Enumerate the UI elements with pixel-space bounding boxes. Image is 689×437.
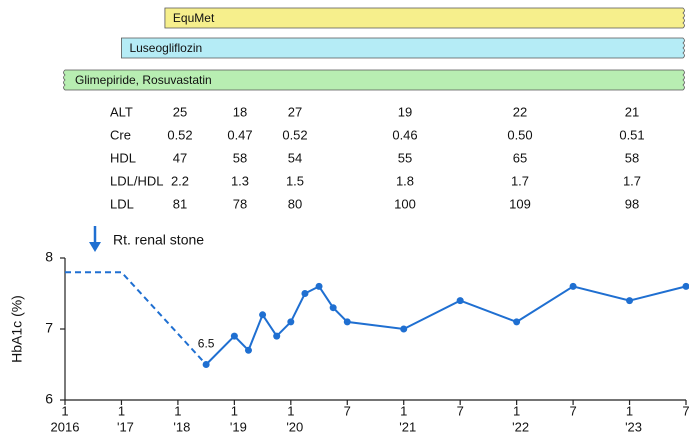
- point: [230, 332, 238, 340]
- annotation-arrowhead: [89, 242, 101, 252]
- lab-value: 27: [288, 104, 302, 119]
- drug-bar: [121, 37, 685, 59]
- lab-label: ALT: [110, 104, 133, 119]
- drug-label: Glimepiride, Rosuvastatin: [75, 73, 212, 87]
- point: [626, 297, 634, 305]
- lab-label: LDL/HDL: [110, 173, 163, 188]
- point: [259, 311, 267, 319]
- line: [65, 271, 207, 366]
- drug-label: Luseogliflozin: [129, 41, 202, 55]
- lab-value: 0.52: [282, 127, 307, 142]
- lab-value: 47: [173, 150, 187, 165]
- point: [456, 297, 464, 305]
- x-year-label: '22: [512, 419, 529, 434]
- x-tick-label: 1: [174, 403, 181, 418]
- x-tick-label: 1: [287, 403, 294, 418]
- lab-value: 19: [398, 104, 412, 119]
- lab-value: 1.7: [511, 173, 529, 188]
- point: [315, 282, 323, 290]
- lab-label: Cre: [110, 127, 131, 142]
- x-tick-label: 1: [118, 403, 125, 418]
- lab-value: 1.8: [396, 173, 414, 188]
- point: [329, 304, 337, 312]
- x-tick-label: 7: [682, 403, 689, 418]
- lab-value: 58: [625, 150, 639, 165]
- x-year-label: 2016: [51, 419, 80, 434]
- lab-value: 0.51: [619, 127, 644, 142]
- lab-value: 109: [509, 196, 531, 211]
- drug-label: EquMet: [173, 11, 215, 25]
- lab-value: 55: [398, 150, 412, 165]
- x-year-label: '21: [399, 419, 416, 434]
- x-year-label: '17: [117, 419, 134, 434]
- lab-value: 78: [233, 196, 247, 211]
- lab-value: 65: [513, 150, 527, 165]
- lab-value: 81: [173, 196, 187, 211]
- lab-value: 80: [288, 196, 302, 211]
- lab-value: 0.50: [507, 127, 532, 142]
- x-tick-label: 7: [344, 403, 351, 418]
- point: [343, 318, 351, 326]
- lab-label: LDL: [110, 196, 134, 211]
- lab-value: 0.47: [227, 127, 252, 142]
- lab-value: 0.52: [167, 127, 192, 142]
- point: [513, 318, 521, 326]
- y-tick-label: 6: [45, 391, 53, 407]
- x-tick-label: 1: [61, 403, 68, 418]
- drug-bar: [164, 7, 685, 29]
- x-year-label: '23: [625, 419, 642, 434]
- point: [287, 318, 295, 326]
- lab-value: 1.7: [623, 173, 641, 188]
- x-tick-label: 1: [626, 403, 633, 418]
- annotation: Rt. renal stone: [113, 232, 204, 248]
- x-year-label: '20: [286, 419, 303, 434]
- lab-label: HDL: [110, 150, 136, 165]
- y-axis-label: HbA1c (%): [9, 295, 25, 363]
- point: [202, 361, 210, 368]
- x-tick-label: 7: [569, 403, 576, 418]
- lab-value: 1.5: [286, 173, 304, 188]
- point: [244, 346, 252, 354]
- lab-value: 1.3: [231, 173, 249, 188]
- x-year-label: '18: [173, 419, 190, 434]
- lab-value: 22: [513, 104, 527, 119]
- lab-value: 54: [288, 150, 302, 165]
- y-tick-label: 8: [45, 249, 53, 265]
- lab-value: 2.2: [171, 173, 189, 188]
- lab-value: 25: [173, 104, 187, 119]
- x-tick-label: 1: [400, 403, 407, 418]
- lab-value: 0.46: [392, 127, 417, 142]
- point: [400, 325, 408, 333]
- x-tick-label: 1: [513, 403, 520, 418]
- x-tick-label: 1: [231, 403, 238, 418]
- lab-value: 58: [233, 150, 247, 165]
- lab-value: 98: [625, 196, 639, 211]
- point: [273, 332, 281, 340]
- value-label: 6.5: [198, 337, 215, 351]
- drug-bar: [63, 69, 685, 91]
- lab-value: 18: [233, 104, 247, 119]
- point: [682, 282, 689, 290]
- point: [569, 282, 577, 290]
- x-tick-label: 7: [457, 403, 464, 418]
- line: [205, 285, 687, 366]
- y-tick-label: 7: [45, 320, 53, 336]
- lab-value: 21: [625, 104, 639, 119]
- x-year-label: '19: [230, 419, 247, 434]
- lab-value: 100: [394, 196, 416, 211]
- point: [301, 290, 309, 297]
